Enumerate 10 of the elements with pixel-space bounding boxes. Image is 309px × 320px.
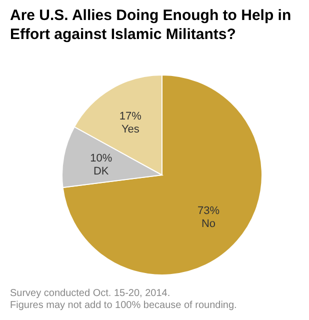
slice-label: Yes xyxy=(121,124,140,136)
data-label: 17% xyxy=(119,110,142,123)
data-label: 10% xyxy=(90,152,112,164)
slice-label: DK xyxy=(93,165,110,178)
slice-label: No xyxy=(201,218,216,230)
text: Figures may not add to 100% because of rounding. xyxy=(10,300,237,312)
chart-title: Are U.S. Allies Doing Enough to Help in Effort against Islamic Militants? xyxy=(10,6,292,44)
data-label: 73% xyxy=(197,205,220,217)
pie-slice xyxy=(62,74,262,276)
text: Survey conducted Oct. 15-20, 2014. xyxy=(10,288,172,300)
